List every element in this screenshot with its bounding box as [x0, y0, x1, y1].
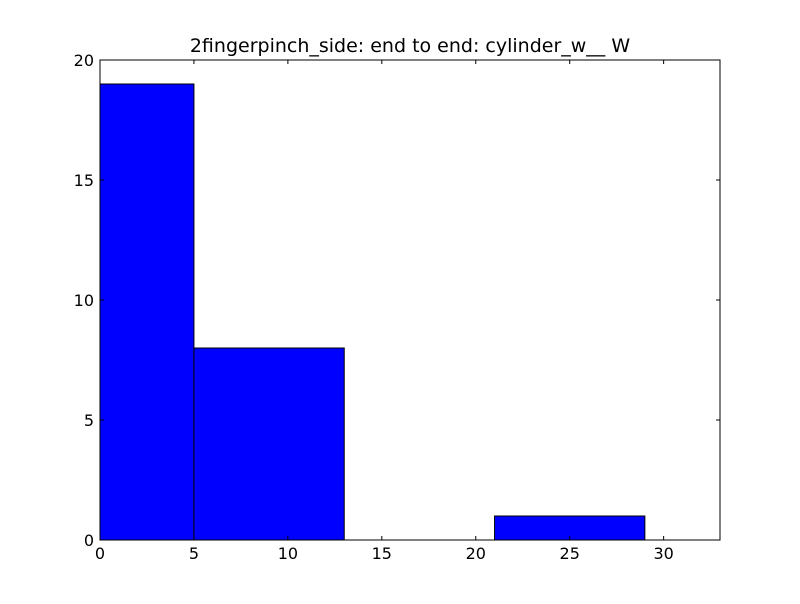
axes-frame [99, 59, 721, 541]
chart-title: 2fingerpinch_side: end to end: cylinder_… [190, 35, 631, 57]
y-tick-label: 15 [74, 171, 94, 190]
y-tick-label: 10 [74, 291, 94, 310]
x-tick-label: 25 [560, 544, 580, 563]
x-tick-label: 30 [653, 544, 673, 563]
histogram-bar-1 [193, 347, 345, 541]
x-tick-label: 20 [466, 544, 486, 563]
bars-layer [99, 83, 646, 541]
x-tick-label: 15 [372, 544, 392, 563]
x-tick-label: 5 [189, 544, 199, 563]
y-tick-label: 20 [74, 51, 94, 70]
ticks-layer: 0 5 10 15 20 25 30 0 5 10 15 20 [74, 51, 720, 563]
x-tick-label: 10 [278, 544, 298, 563]
y-tick-label: 5 [84, 411, 94, 430]
x-tick-label: 0 [95, 544, 105, 563]
y-tick-label: 0 [84, 531, 94, 550]
histogram-bar-0 [99, 83, 195, 541]
